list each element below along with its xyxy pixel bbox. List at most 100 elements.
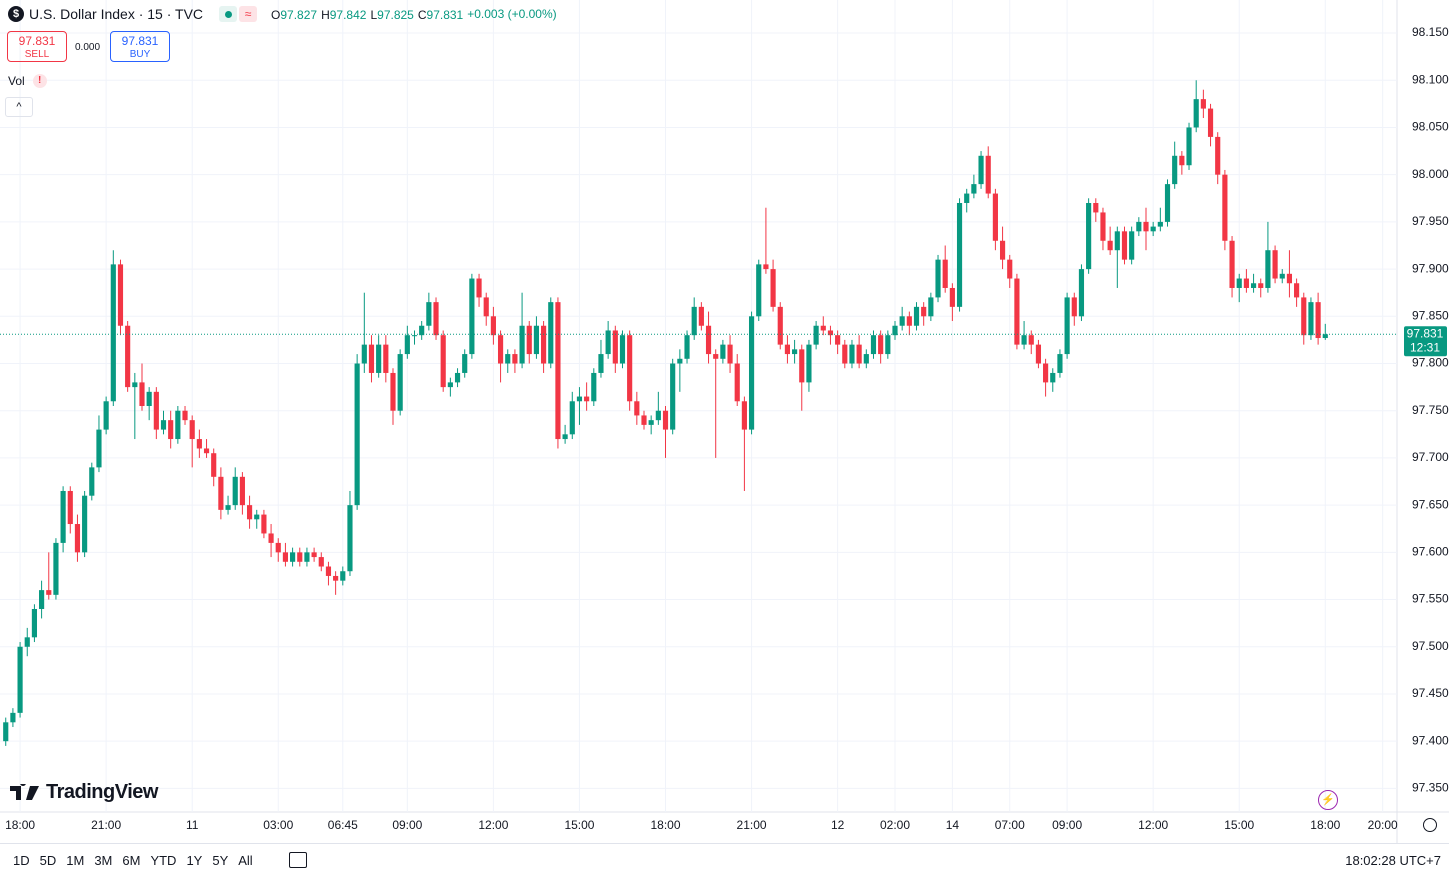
- candle-body: [1050, 372, 1056, 383]
- volume-warning[interactable]: !: [32, 74, 47, 88]
- candle-body: [1308, 302, 1314, 336]
- candle-body: [117, 264, 124, 326]
- candle-body: [992, 193, 998, 241]
- range-button[interactable]: 1M: [66, 853, 85, 868]
- range-button[interactable]: 5Y: [212, 853, 229, 868]
- y-tick-label: 98.100: [1412, 72, 1449, 86]
- x-tick-label: 21:00: [91, 818, 121, 832]
- candle-body: [404, 335, 410, 355]
- candle-body: [17, 646, 23, 713]
- volume-indicator: Vol !: [8, 74, 47, 88]
- candle-body: [985, 155, 991, 194]
- candle-body: [849, 344, 855, 364]
- candle-body: [705, 325, 712, 355]
- candle-body: [483, 297, 489, 317]
- candle-body: [505, 354, 511, 364]
- y-tick-label: 97.650: [1412, 497, 1449, 511]
- range-button[interactable]: 5D: [39, 853, 57, 868]
- candle-body: [1057, 354, 1063, 373]
- candle-body: [627, 335, 633, 402]
- market-open-icon[interactable]: [219, 6, 238, 22]
- candle-body: [1193, 99, 1199, 128]
- candle-body: [376, 344, 382, 373]
- candle-body: [978, 155, 984, 185]
- candle-body: [548, 302, 554, 364]
- range-button[interactable]: 1D: [13, 853, 30, 868]
- settings-icon[interactable]: [1423, 818, 1437, 832]
- candle-body: [1207, 108, 1214, 137]
- candle-body: [1071, 297, 1077, 317]
- candle-body: [368, 344, 375, 373]
- candle-body: [612, 330, 618, 364]
- y-tick-label: 97.400: [1412, 733, 1449, 747]
- x-tick-label: 12:00: [1138, 818, 1168, 832]
- collapse-button[interactable]: ^: [5, 97, 33, 117]
- y-tick-label: 97.850: [1412, 308, 1449, 322]
- x-tick-label: 18:00: [5, 818, 35, 832]
- candle-body: [232, 476, 238, 506]
- candle-body: [670, 363, 676, 430]
- candle-body: [913, 306, 920, 326]
- candle-body: [1265, 250, 1271, 288]
- delayed-icon[interactable]: ≈: [239, 6, 258, 22]
- y-tick-label: 98.050: [1412, 120, 1449, 134]
- symbol-name[interactable]: U.S. Dollar Index · 15 · TVC: [29, 6, 204, 22]
- range-button[interactable]: YTD: [150, 853, 177, 868]
- candle-body: [290, 552, 296, 562]
- candle-body: [569, 401, 575, 435]
- candle-body: [1143, 221, 1149, 232]
- candle-body: [311, 552, 317, 558]
- range-button[interactable]: 3M: [94, 853, 113, 868]
- candle-body: [956, 203, 963, 307]
- candle-body: [942, 259, 948, 288]
- buy-button[interactable]: 97.831 BUY: [110, 31, 170, 62]
- logo-icon: [10, 783, 39, 800]
- spread: 0.000: [75, 42, 101, 53]
- ohlc-item: L97.825: [370, 8, 413, 22]
- candle-body: [591, 372, 597, 402]
- clock[interactable]: 18:02:28 UTC+7: [1345, 853, 1441, 868]
- y-tick-label: 97.450: [1412, 686, 1449, 700]
- candle-body: [763, 264, 769, 270]
- y-tick-label: 97.750: [1412, 403, 1449, 417]
- candle-body: [856, 344, 862, 364]
- candle-body: [89, 467, 95, 496]
- candle-body: [419, 325, 425, 336]
- candle-body: [1035, 344, 1042, 364]
- x-tick-label: 20:00: [1368, 818, 1398, 832]
- candle-body: [806, 344, 812, 383]
- candle-body: [60, 490, 66, 543]
- alert-icon[interactable]: ⚡: [1318, 790, 1338, 810]
- y-tick-label: 97.550: [1412, 592, 1449, 606]
- candle-body: [82, 495, 88, 553]
- candle-body: [239, 476, 245, 506]
- candle-body: [906, 316, 912, 326]
- candle-body: [899, 316, 905, 326]
- sell-price: 97.831: [18, 34, 56, 48]
- x-tick-label: 02:00: [880, 818, 910, 832]
- candle-body: [1100, 212, 1106, 241]
- candle-body: [1129, 231, 1135, 260]
- candle-body: [792, 349, 798, 355]
- range-button[interactable]: All: [238, 853, 253, 868]
- candle-body: [1021, 335, 1027, 345]
- candle-body: [541, 325, 547, 364]
- candle-body: [361, 344, 367, 364]
- y-tick-label: 97.600: [1412, 545, 1449, 559]
- range-button[interactable]: 1Y: [186, 853, 203, 868]
- sell-button[interactable]: 97.831 SELL: [7, 31, 67, 62]
- candle-body: [390, 372, 396, 411]
- candle-body: [641, 415, 647, 425]
- ohlc-label: L: [370, 8, 378, 22]
- range-button[interactable]: 6M: [122, 853, 141, 868]
- candle-body: [10, 712, 16, 723]
- candle-body: [225, 505, 231, 510]
- buy-label: BUY: [129, 49, 151, 60]
- x-tick-label: 18:00: [1310, 818, 1340, 832]
- candle-body: [885, 335, 891, 355]
- y-tick-label: 97.900: [1412, 261, 1449, 275]
- candle-body: [383, 344, 389, 373]
- date-range-icon[interactable]: [289, 852, 307, 868]
- candle-body: [1215, 136, 1221, 175]
- candle-body: [1157, 221, 1163, 227]
